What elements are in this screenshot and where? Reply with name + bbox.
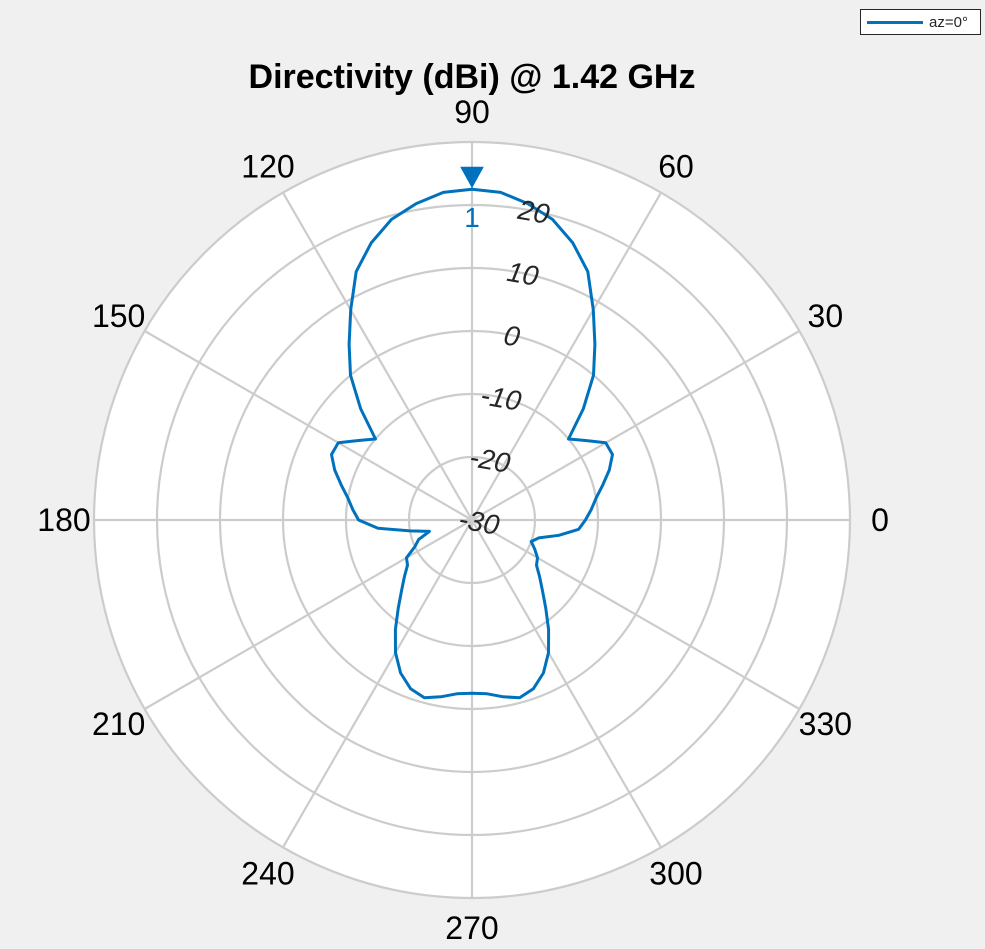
angular-tick-label: 30: [808, 298, 844, 334]
radial-tick-label: -10: [478, 379, 524, 417]
angular-grid-spoke: [471, 330, 800, 521]
angular-tick-label: 120: [241, 149, 294, 185]
angular-tick-label: 180: [37, 502, 90, 538]
angular-grid-spoke: [282, 192, 473, 521]
angular-tick-label: 300: [649, 855, 702, 891]
chart-title: Directivity (dBi) @ 1.42 GHz: [249, 58, 696, 96]
legend[interactable]: az=0°: [860, 9, 981, 35]
radial-tick-label: 20: [515, 194, 552, 230]
angular-grid-spoke: [471, 192, 662, 521]
radial-tick-label: 0: [501, 319, 522, 352]
radial-tick-label: -30: [456, 503, 502, 541]
angular-grid-spoke: [471, 519, 800, 710]
angular-tick-label: 210: [92, 706, 145, 742]
data-series-line: [330, 187, 614, 700]
peak-marker-label: 1: [464, 202, 480, 233]
angular-tick-label: 270: [445, 910, 498, 946]
angular-tick-label: 330: [799, 706, 852, 742]
angular-tick-label: 150: [92, 298, 145, 334]
legend-label: az=0°: [929, 13, 968, 31]
angular-grid-spoke: [144, 519, 473, 710]
radial-tick-label: -20: [467, 441, 513, 479]
angular-grid-spoke: [471, 519, 662, 848]
angular-tick-label: 90: [454, 94, 490, 130]
angular-grid-spoke: [282, 519, 473, 848]
angular-grid-spoke: [144, 330, 473, 521]
radial-tick-label: 10: [505, 256, 541, 292]
angular-tick-label: 240: [241, 855, 294, 891]
peak-marker-triangle: [460, 166, 484, 189]
angular-tick-label: 0: [871, 502, 889, 538]
legend-line-swatch: [867, 20, 923, 24]
angular-tick-label: 60: [658, 149, 694, 185]
